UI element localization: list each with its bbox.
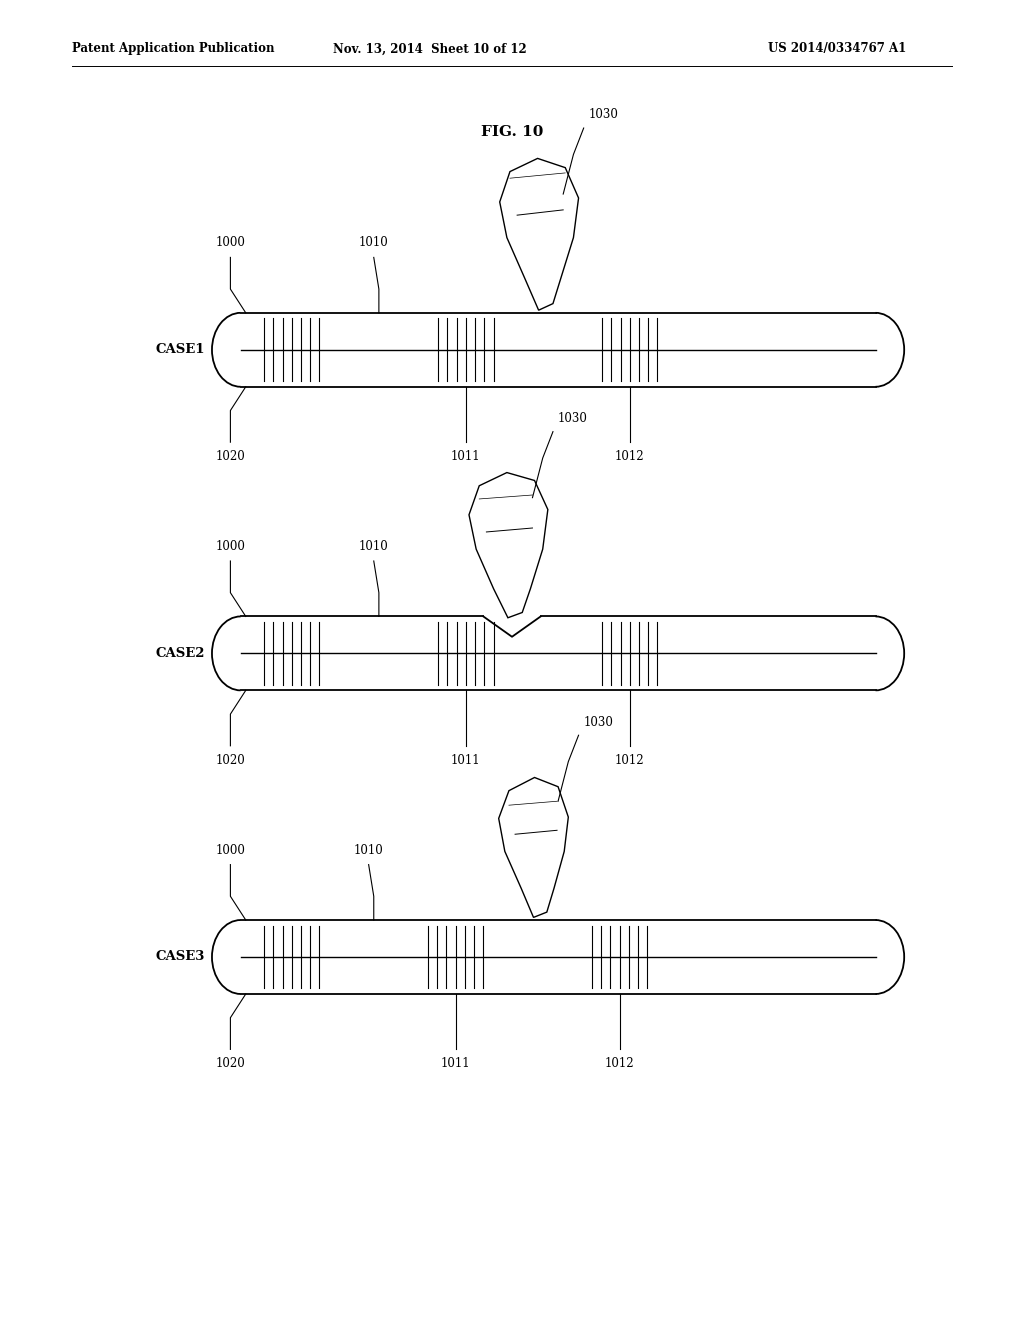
Text: CASE2: CASE2 [156,647,205,660]
Text: 1011: 1011 [452,450,480,463]
Text: 1010: 1010 [353,843,384,857]
Text: 1020: 1020 [215,1057,246,1071]
Text: US 2014/0334767 A1: US 2014/0334767 A1 [768,42,906,55]
Text: Patent Application Publication: Patent Application Publication [72,42,274,55]
Text: FIG. 10: FIG. 10 [481,125,543,139]
Text: 1000: 1000 [215,236,246,249]
Text: 1000: 1000 [215,843,246,857]
Text: 1030: 1030 [584,715,613,729]
Text: 1020: 1020 [215,754,246,767]
Text: 1030: 1030 [589,108,618,121]
Text: 1030: 1030 [558,412,588,425]
Text: 1010: 1010 [358,540,389,553]
Text: 1012: 1012 [615,450,644,463]
Text: CASE3: CASE3 [156,950,205,964]
Text: CASE1: CASE1 [156,343,205,356]
Text: 1012: 1012 [605,1057,634,1071]
Text: 1010: 1010 [358,236,389,249]
Text: 1020: 1020 [215,450,246,463]
Text: 1011: 1011 [441,1057,470,1071]
Text: 1012: 1012 [615,754,644,767]
Text: 1011: 1011 [452,754,480,767]
Text: Nov. 13, 2014  Sheet 10 of 12: Nov. 13, 2014 Sheet 10 of 12 [333,42,527,55]
Text: 1000: 1000 [215,540,246,553]
